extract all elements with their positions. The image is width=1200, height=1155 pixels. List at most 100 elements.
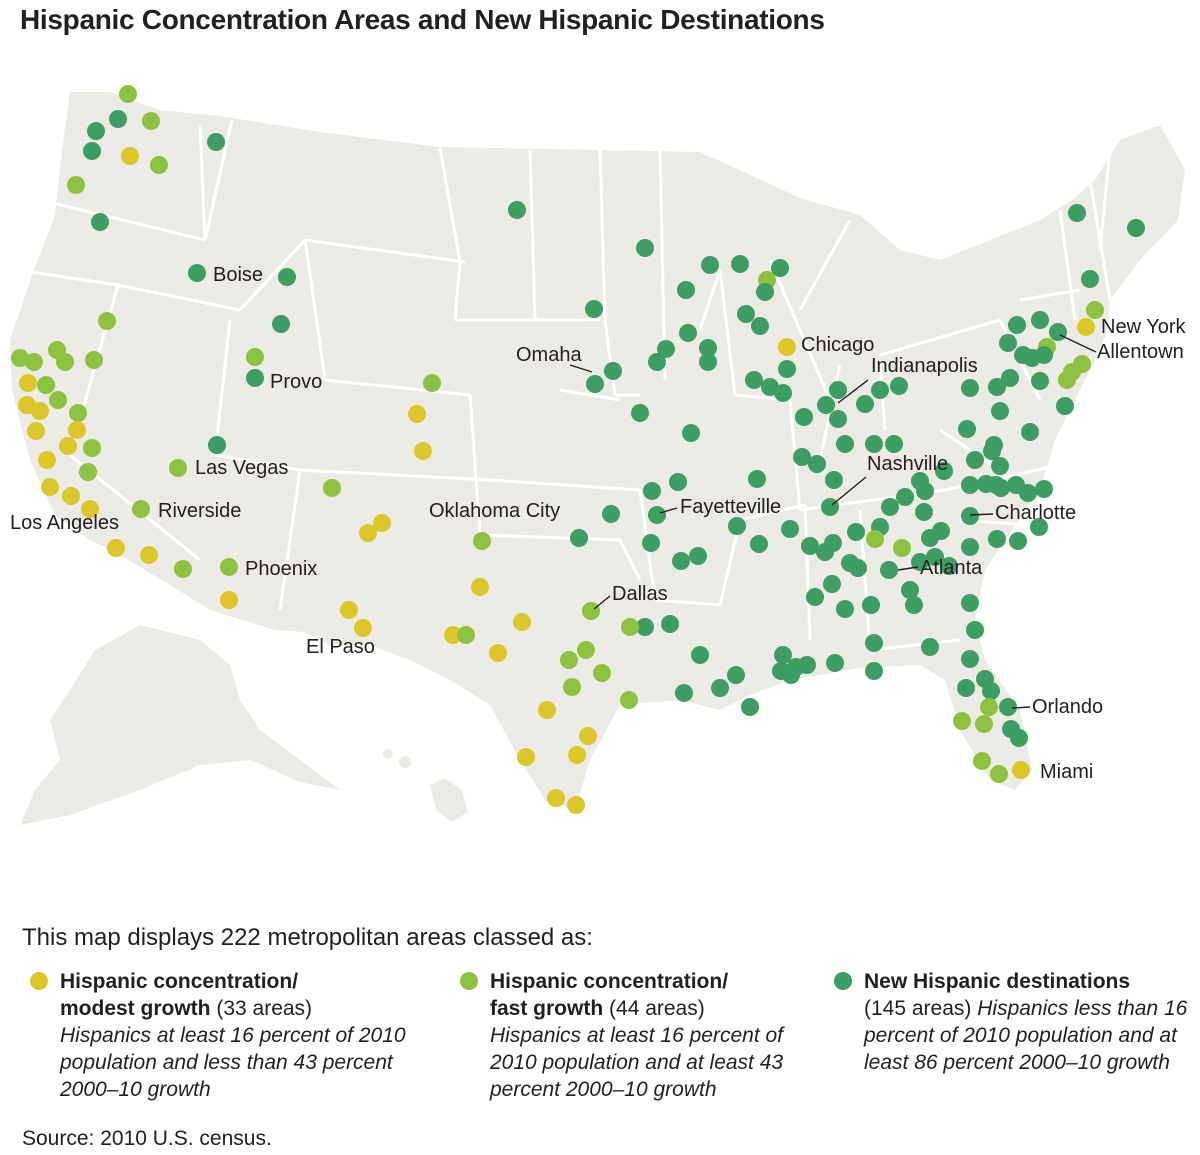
state-border	[324, 378, 471, 397]
state-border	[798, 219, 852, 311]
metro-dot-fast-growth	[323, 479, 341, 497]
metro-dot-new-destination	[745, 371, 763, 389]
metro-dot-new-destination	[586, 375, 604, 393]
metro-dot-fast-growth	[953, 712, 971, 730]
city-label: Nashville	[867, 453, 948, 475]
metro-dot-modest-growth	[579, 727, 597, 745]
metro-dot-new-destination	[669, 473, 687, 491]
metro-dot-new-destination	[961, 476, 979, 494]
metro-dot-modest-growth	[517, 748, 535, 766]
metro-dot-new-destination	[602, 505, 620, 523]
metro-dot-new-destination	[731, 255, 749, 273]
legend-intro: This map displays 222 metropolitan areas…	[22, 924, 593, 951]
metro-dot-fast-growth	[119, 85, 137, 103]
city-label: Las Vegas	[195, 457, 288, 479]
metro-dot-fast-growth	[990, 765, 1008, 783]
metro-dot-new-destination	[585, 300, 603, 318]
metro-dot-new-destination	[808, 455, 826, 473]
metro-dot-fast-growth	[69, 404, 87, 422]
metro-dot-fast-growth	[866, 530, 884, 548]
metro-dot-new-destination	[916, 482, 934, 500]
metro-dot-new-destination	[636, 618, 654, 636]
metro-dot-new-destination	[1019, 484, 1037, 502]
metro-dot-new-destination	[1031, 372, 1049, 390]
metro-dot-new-destination	[915, 503, 933, 521]
city-label: Chicago	[801, 334, 874, 356]
state-border	[803, 504, 812, 641]
state-border	[198, 124, 207, 241]
metro-dot-new-destination	[672, 552, 690, 570]
state-border	[603, 319, 617, 396]
metro-dot-fast-growth	[980, 698, 998, 716]
state-border	[304, 238, 466, 264]
metro-dot-new-destination	[689, 547, 707, 565]
metro-dot-fast-growth	[98, 312, 116, 330]
metro-dot-new-destination	[661, 615, 679, 633]
metro-dot-new-destination	[991, 402, 1009, 420]
metro-dot-new-destination	[1081, 270, 1099, 288]
metro-dot-new-destination	[817, 396, 835, 414]
legend-modest-count: (33 areas)	[216, 997, 313, 1020]
legend-item-fast: Hispanic concentration/ fast growth (44 …	[460, 968, 835, 1103]
metro-dot-new-destination	[1031, 311, 1049, 329]
metro-dot-modest-growth	[19, 374, 37, 392]
metro-dot-new-destination	[890, 377, 908, 395]
metro-dot-modest-growth	[81, 500, 99, 518]
metro-dot-new-destination	[272, 315, 290, 333]
legend-fast-count: (44 areas)	[609, 997, 705, 1020]
metro-dot-new-destination	[188, 264, 206, 282]
metro-dot-fast-growth	[83, 439, 101, 457]
metro-dot-new-destination	[961, 379, 979, 397]
city-label: Dallas	[612, 583, 668, 605]
metro-dot-fast-growth	[174, 560, 192, 578]
state-border	[479, 533, 621, 542]
metro-dot-new-destination	[885, 435, 903, 453]
metro-dot-modest-growth	[568, 746, 586, 764]
metro-dot-modest-growth	[68, 421, 86, 439]
metro-dot-modest-growth	[140, 546, 158, 564]
city-label: Orlando	[1032, 696, 1103, 718]
metro-dot-fast-growth	[473, 532, 491, 550]
legend-fast-title1: Hispanic concentration/	[490, 970, 729, 993]
metro-dot-new-destination	[207, 133, 225, 151]
metro-dot-new-destination	[911, 553, 929, 571]
metro-dot-fast-growth	[560, 651, 578, 669]
metro-dot-new-destination	[701, 256, 719, 274]
metro-dot-new-destination	[771, 259, 789, 277]
state-border	[939, 428, 1001, 472]
metro-dot-new-destination	[961, 594, 979, 612]
city-label: El Paso	[306, 636, 375, 658]
contiguous-us-shape	[10, 92, 1185, 810]
metro-dot-new-destination	[109, 110, 127, 128]
metro-dot-new-destination	[961, 650, 979, 668]
metro-dot-modest-growth	[220, 591, 238, 609]
state-border	[453, 261, 462, 321]
metro-dot-modest-growth	[354, 619, 372, 637]
metro-dot-new-destination	[801, 537, 819, 555]
metro-dot-new-destination	[966, 621, 984, 639]
metro-dot-new-destination	[1009, 532, 1027, 550]
metro-dot-fast-growth	[85, 351, 103, 369]
metro-dot-new-destination	[823, 575, 841, 593]
state-border	[468, 394, 482, 536]
metro-dot-new-destination	[642, 534, 660, 552]
metro-dot-new-destination	[826, 654, 844, 672]
state-border	[213, 319, 232, 456]
state-border	[559, 388, 621, 402]
metro-dot-new-destination	[675, 684, 693, 702]
legend-fast-title2: fast growth	[490, 997, 604, 1020]
metro-dot-new-destination	[782, 666, 800, 684]
legend-dot-fast	[460, 972, 478, 990]
metro-dot-modest-growth	[408, 405, 426, 423]
state-border	[438, 147, 462, 263]
metro-dot-new-destination	[836, 600, 854, 618]
legend-dot-new	[834, 972, 852, 990]
legend-dot-modest	[30, 972, 48, 990]
metro-dot-new-destination	[1049, 323, 1067, 341]
metro-dot-modest-growth	[547, 789, 565, 807]
city-label: Los Angeles	[10, 512, 119, 534]
city-label: Boise	[213, 264, 263, 286]
metro-dot-fast-growth	[49, 391, 67, 409]
metro-dot-new-destination	[677, 281, 695, 299]
state-border	[718, 269, 737, 396]
